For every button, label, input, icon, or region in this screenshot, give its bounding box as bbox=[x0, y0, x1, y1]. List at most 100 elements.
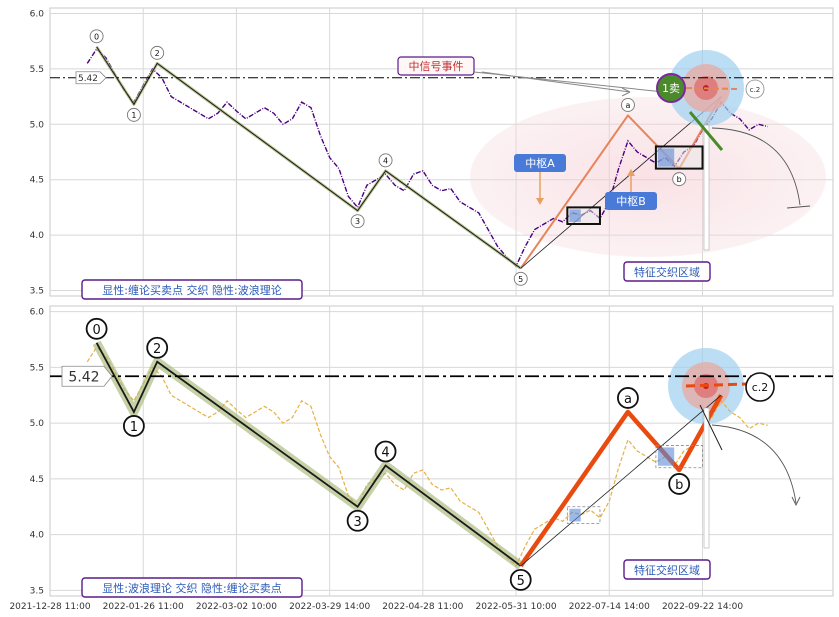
top-abc-label-a: a bbox=[625, 101, 630, 110]
x-tick-label-2: 2022-03-02 10:00 bbox=[196, 602, 277, 612]
top-y-tick-label-5: 3.5 bbox=[30, 286, 44, 296]
bottom-down-leg bbox=[699, 404, 723, 451]
top-pivot-candle-1 bbox=[657, 148, 675, 167]
bottom-abc-line bbox=[518, 394, 724, 568]
bottom-pivot-candle-1 bbox=[657, 447, 675, 466]
bottom-wave-lines bbox=[92, 340, 524, 570]
bottom-wave-label-1: 1 bbox=[130, 420, 138, 435]
bottom-y-tick-label-2: 5.0 bbox=[30, 419, 45, 429]
top-target-badge-label: c.2 bbox=[750, 86, 761, 94]
bottom-wave-marker-2 bbox=[146, 336, 169, 359]
sell-point-label: 1卖 bbox=[662, 82, 680, 95]
pivot-a-box bbox=[514, 154, 566, 172]
top-zone-box bbox=[623, 261, 711, 282]
top-abc-marker-b bbox=[672, 172, 687, 187]
top-wave-label-2: 2 bbox=[155, 49, 160, 58]
top-price-series bbox=[86, 47, 768, 268]
top-y-tick-label-2: 5.0 bbox=[30, 120, 45, 130]
bottom-zone-label: 特征交织区域 bbox=[634, 563, 700, 577]
top-y-tick-label-0: 6.0 bbox=[30, 10, 45, 20]
pivot-a-pointer-head bbox=[536, 198, 544, 205]
x-tick-label-4: 2022-04-28 11:00 bbox=[382, 602, 463, 612]
top-wave-line bbox=[96, 46, 522, 269]
bottom-y-tick-label-0: 6.0 bbox=[30, 308, 45, 318]
top-wave-label-0: 0 bbox=[94, 32, 99, 41]
top-y-ticks: 6.0 5.5 5.0 4.5 4.0 3.5 bbox=[30, 10, 45, 297]
bottom-target-badge-label: c.2 bbox=[752, 381, 769, 394]
x-tick-label-5: 2022-05-31 10:00 bbox=[476, 602, 557, 612]
top-target-badge bbox=[745, 79, 765, 99]
bottom-level-value: 5.42 bbox=[68, 369, 99, 385]
top-panel: 6.0 5.5 5.0 4.5 4.0 3.5 5.42 中信号事件 中枢A 中枢B bbox=[30, 7, 834, 300]
bottom-pivot-box-0 bbox=[566, 506, 601, 524]
bottom-abc-lines bbox=[518, 394, 724, 568]
x-tick-label-0: 2021-12-28 11:00 bbox=[9, 602, 90, 612]
top-wave-marker-4 bbox=[378, 153, 393, 168]
x-tick-label-6: 2022-07-14 14:00 bbox=[569, 602, 650, 612]
signal-arrow-2 bbox=[481, 71, 631, 97]
bottom-wave-label-3: 3 bbox=[353, 515, 361, 530]
top-level-value: 5.42 bbox=[78, 74, 98, 84]
top-projection-cap bbox=[786, 205, 811, 209]
top-abc-line bbox=[519, 96, 723, 269]
top-mode-box bbox=[81, 279, 303, 300]
bottom-trend-line bbox=[520, 394, 722, 567]
bottom-y-tick-label-3: 4.5 bbox=[30, 475, 44, 485]
top-wave-label-3: 3 bbox=[355, 217, 360, 226]
bottom-wave-marker-1 bbox=[122, 415, 145, 437]
bottom-target-badge bbox=[745, 372, 775, 402]
bottom-projection-head bbox=[791, 496, 801, 507]
top-wave-labels: 0 1 2 3 4 5 bbox=[89, 29, 528, 286]
top-y-tick-label-4: 4.0 bbox=[30, 231, 45, 241]
top-wave-marker-0 bbox=[89, 29, 104, 44]
top-abc-labels: ab bbox=[620, 97, 687, 187]
bottom-wave-marker-4 bbox=[374, 440, 397, 463]
bottom-abc-marker-b bbox=[668, 473, 691, 495]
top-wave-label-5: 5 bbox=[518, 275, 523, 284]
top-mode-label: 显性:缠论买卖点 交织 隐性:波浪理论 bbox=[102, 283, 281, 297]
bottom-wave-labels: 0 1 2 3 4 5 bbox=[85, 317, 532, 591]
bottom-abc-label-b: b bbox=[675, 478, 683, 493]
top-c-projection bbox=[685, 87, 741, 90]
top-wave-marker-3 bbox=[350, 214, 365, 229]
pivot-b-box bbox=[605, 192, 657, 210]
bottom-wave-line bbox=[95, 342, 522, 567]
bottom-wave-marker-0 bbox=[85, 317, 108, 340]
top-level-tag-shape bbox=[75, 71, 107, 85]
bottom-zone-box bbox=[623, 559, 711, 580]
bottom-y-tick-label-4: 4.0 bbox=[30, 531, 45, 541]
top-projection-arc bbox=[711, 127, 801, 206]
top-abc-label-b: b bbox=[677, 175, 682, 184]
bottom-mode-label: 显性:波浪理论 交织 隐性:缠论买卖点 bbox=[102, 581, 281, 595]
top-wave-marker-5 bbox=[513, 271, 528, 286]
top-wave-marker-1 bbox=[126, 107, 141, 122]
top-price-line bbox=[86, 47, 768, 268]
bottom-pivot-boxes bbox=[566, 445, 703, 524]
bottom-vertical-marker bbox=[703, 407, 710, 549]
bottom-abc-marker-a bbox=[617, 387, 639, 409]
bottom-price-line bbox=[86, 346, 768, 567]
bottom-wave-label-0: 0 bbox=[92, 323, 100, 338]
bottom-projection-arc bbox=[711, 424, 797, 504]
bottom-abc-labels: ab bbox=[617, 387, 691, 495]
bottom-wave-label-5: 5 bbox=[517, 574, 525, 589]
bottom-c-projection bbox=[685, 382, 747, 388]
top-level-tag: 5.42 bbox=[75, 71, 107, 85]
top-vertical-marker bbox=[703, 124, 710, 251]
top-wave-marker-2 bbox=[150, 45, 165, 60]
bottom-mode-box bbox=[81, 577, 303, 598]
top-pivot-boxes bbox=[566, 145, 704, 225]
top-pivot-candle-0 bbox=[569, 209, 581, 222]
top-y-tick-label-1: 5.5 bbox=[30, 65, 44, 75]
pivot-b-pointer-head bbox=[627, 169, 635, 176]
top-abc-lines bbox=[519, 96, 723, 269]
bottom-panel: 6.0 5.5 5.0 4.5 4.0 3.5 5.42 c.2 特征交织区域 显性:波浪… bbox=[30, 305, 834, 598]
pivot-b-label: 中枢B bbox=[616, 194, 646, 208]
top-wave-label-4: 4 bbox=[383, 156, 388, 165]
top-zone-label: 特征交织区域 bbox=[634, 265, 700, 279]
top-wave-lines bbox=[95, 45, 522, 270]
bottom-pivot-box-1 bbox=[655, 445, 703, 469]
x-tick-label-7: 2022-09-22 14:00 bbox=[662, 602, 743, 612]
bottom-y-ticks: 6.0 5.5 5.0 4.5 4.0 3.5 bbox=[30, 308, 45, 597]
x-tick-label-3: 2022-03-29 14:00 bbox=[289, 602, 370, 612]
